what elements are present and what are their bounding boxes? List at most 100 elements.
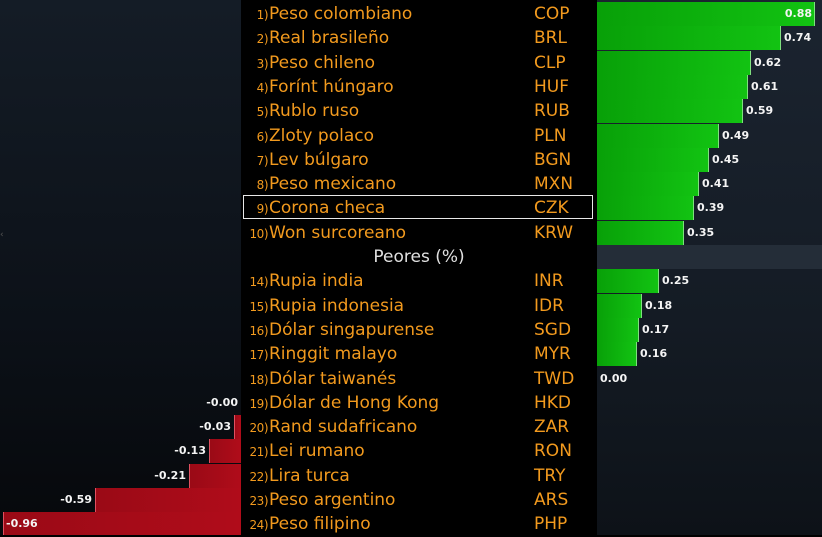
positive-bar [597,269,659,293]
bar-value-label: 0.18 [645,299,673,312]
currency-row[interactable]: 3) Peso chileno CLP [241,51,597,75]
currency-name: Rupia india [269,271,364,291]
currency-name: Rand sudafricano [269,417,418,437]
currency-row[interactable]: 22) Lira turca TRY [241,464,597,488]
currency-row[interactable]: 7) Lev búlgaro BGN [241,148,597,172]
row-rank-number: 10 [249,227,265,241]
currency-name: Corona checa [269,198,386,218]
negative-bar-panel: ‹ -0.00 -0.03 -0.13 -0.21 -0.59 -0.96 [0,0,241,535]
currency-code: COP [534,4,570,24]
currency-row[interactable]: 20) Rand sudafricano ZAR [241,415,597,439]
currency-code: RON [534,441,572,461]
currency-code: INR [534,271,564,291]
row-rank-number: 4 [256,81,265,95]
currency-code: RUB [534,101,570,121]
negative-bar [189,464,241,488]
positive-bar [597,2,815,26]
row-rank: 10) [249,227,269,241]
currency-code: TRY [534,466,566,486]
currency-code: PLN [534,126,567,146]
bar-value-label: 0.16 [640,347,668,360]
row-rank-number: 6 [256,130,265,144]
currency-code: CZK [534,198,569,218]
currency-name: Dólar de Hong Kong [269,393,440,413]
positive-bar-panel: 0.88 0.74 0.62 0.61 0.59 0.49 0.45 0.41 0.39 0.35… [597,0,822,535]
currency-code: MXN [534,174,574,194]
currency-code: PHP [534,514,568,534]
row-rank-number: 16 [249,324,265,338]
row-rank-number: 14 [249,275,265,289]
row-rank-number: 18 [249,373,265,387]
currency-row[interactable]: 5) Rublo ruso RUB [241,99,597,123]
currency-row[interactable]: 10) Won surcoreano KRW [241,221,597,245]
row-rank-number: 9 [256,202,265,216]
currency-code: MYR [534,344,571,364]
positive-bar [597,294,642,318]
row-rank: 5) [256,105,269,119]
bar-value-label: 0.74 [784,31,812,44]
currency-row[interactable]: 9) Corona checa CZK [241,195,597,220]
row-rank: 15) [249,300,269,314]
currency-name: Won surcoreano [269,223,407,243]
positive-bar [597,99,743,123]
positive-bar [597,26,781,50]
panel-resize-handle[interactable]: ‹ [0,230,4,240]
bar-value-label: 0.61 [751,80,779,93]
row-rank: 4) [256,81,269,95]
bar-value-label: 0.45 [712,153,740,166]
row-rank: 7) [256,154,269,168]
row-rank: 1) [256,8,269,22]
currency-name: Peso chileno [269,53,375,73]
bar-value-label: -0.13 [174,444,206,457]
row-rank-number: 20 [249,421,265,435]
currency-row[interactable]: 1) Peso colombiano COP [241,2,597,26]
currency-row[interactable]: 15) Rupia indonesia IDR [241,294,597,318]
bar-value-label: 0.39 [697,201,725,214]
currency-row[interactable]: 23) Peso argentino ARS [241,488,597,512]
currency-list: Peores (%) 1) Peso colombiano COP 2) Real br… [241,0,597,535]
currency-code: ZAR [534,417,570,437]
negative-bar [234,415,241,439]
row-rank: 20) [249,421,269,435]
currency-code: BGN [534,150,572,170]
positive-bar [597,124,719,148]
row-rank: 8) [256,178,269,192]
currency-row[interactable]: 18) Dólar taiwanés TWD [241,367,597,391]
currency-row[interactable]: 21) Lei rumano RON [241,439,597,463]
bar-value-label: -0.59 [60,493,92,506]
row-rank-number: 24 [249,518,265,532]
row-rank: 2) [256,32,269,46]
negative-bar [95,488,241,512]
positive-bar [597,221,684,245]
currency-name: Rupia indonesia [269,296,405,316]
currency-row[interactable]: 24) Peso filipino PHP [241,512,597,536]
positive-bar [597,318,639,342]
row-rank-number: 2 [256,32,265,46]
row-rank-number: 3 [256,57,265,71]
bar-value-label: 0.00 [600,372,628,385]
currency-name: Ringgit malayo [269,344,398,364]
currency-name: Lev búlgaro [269,150,369,170]
currency-row[interactable]: 14) Rupia india INR [241,269,597,293]
currency-row[interactable]: 16) Dólar singapurense SGD [241,318,597,342]
row-rank: 23) [249,494,269,508]
bar-value-label: 0.59 [746,104,774,117]
currency-code: CLP [534,53,566,73]
currency-name: Zloty polaco [269,126,374,146]
currency-row[interactable]: 8) Peso mexicano MXN [241,172,597,196]
bar-value-label: -0.21 [154,469,186,482]
bar-value-label: 0.35 [687,226,715,239]
currency-row[interactable]: 2) Real brasileño BRL [241,26,597,50]
currency-name: Peso mexicano [269,174,397,194]
selection-highlight [243,195,593,219]
currency-row[interactable]: 4) Forínt húngaro HUF [241,75,597,99]
row-rank: 16) [249,324,269,338]
currency-row[interactable]: 6) Zloty polaco PLN [241,124,597,148]
currency-row[interactable]: 17) Ringgit malayo MYR [241,342,597,366]
row-rank: 9) [256,202,269,216]
currency-name: Real brasileño [269,28,390,48]
currency-row[interactable]: 19) Dólar de Hong Kong HKD [241,391,597,415]
currency-name: Peso filipino [269,514,371,534]
currency-code: ARS [534,490,569,510]
currency-name: Peso argentino [269,490,396,510]
